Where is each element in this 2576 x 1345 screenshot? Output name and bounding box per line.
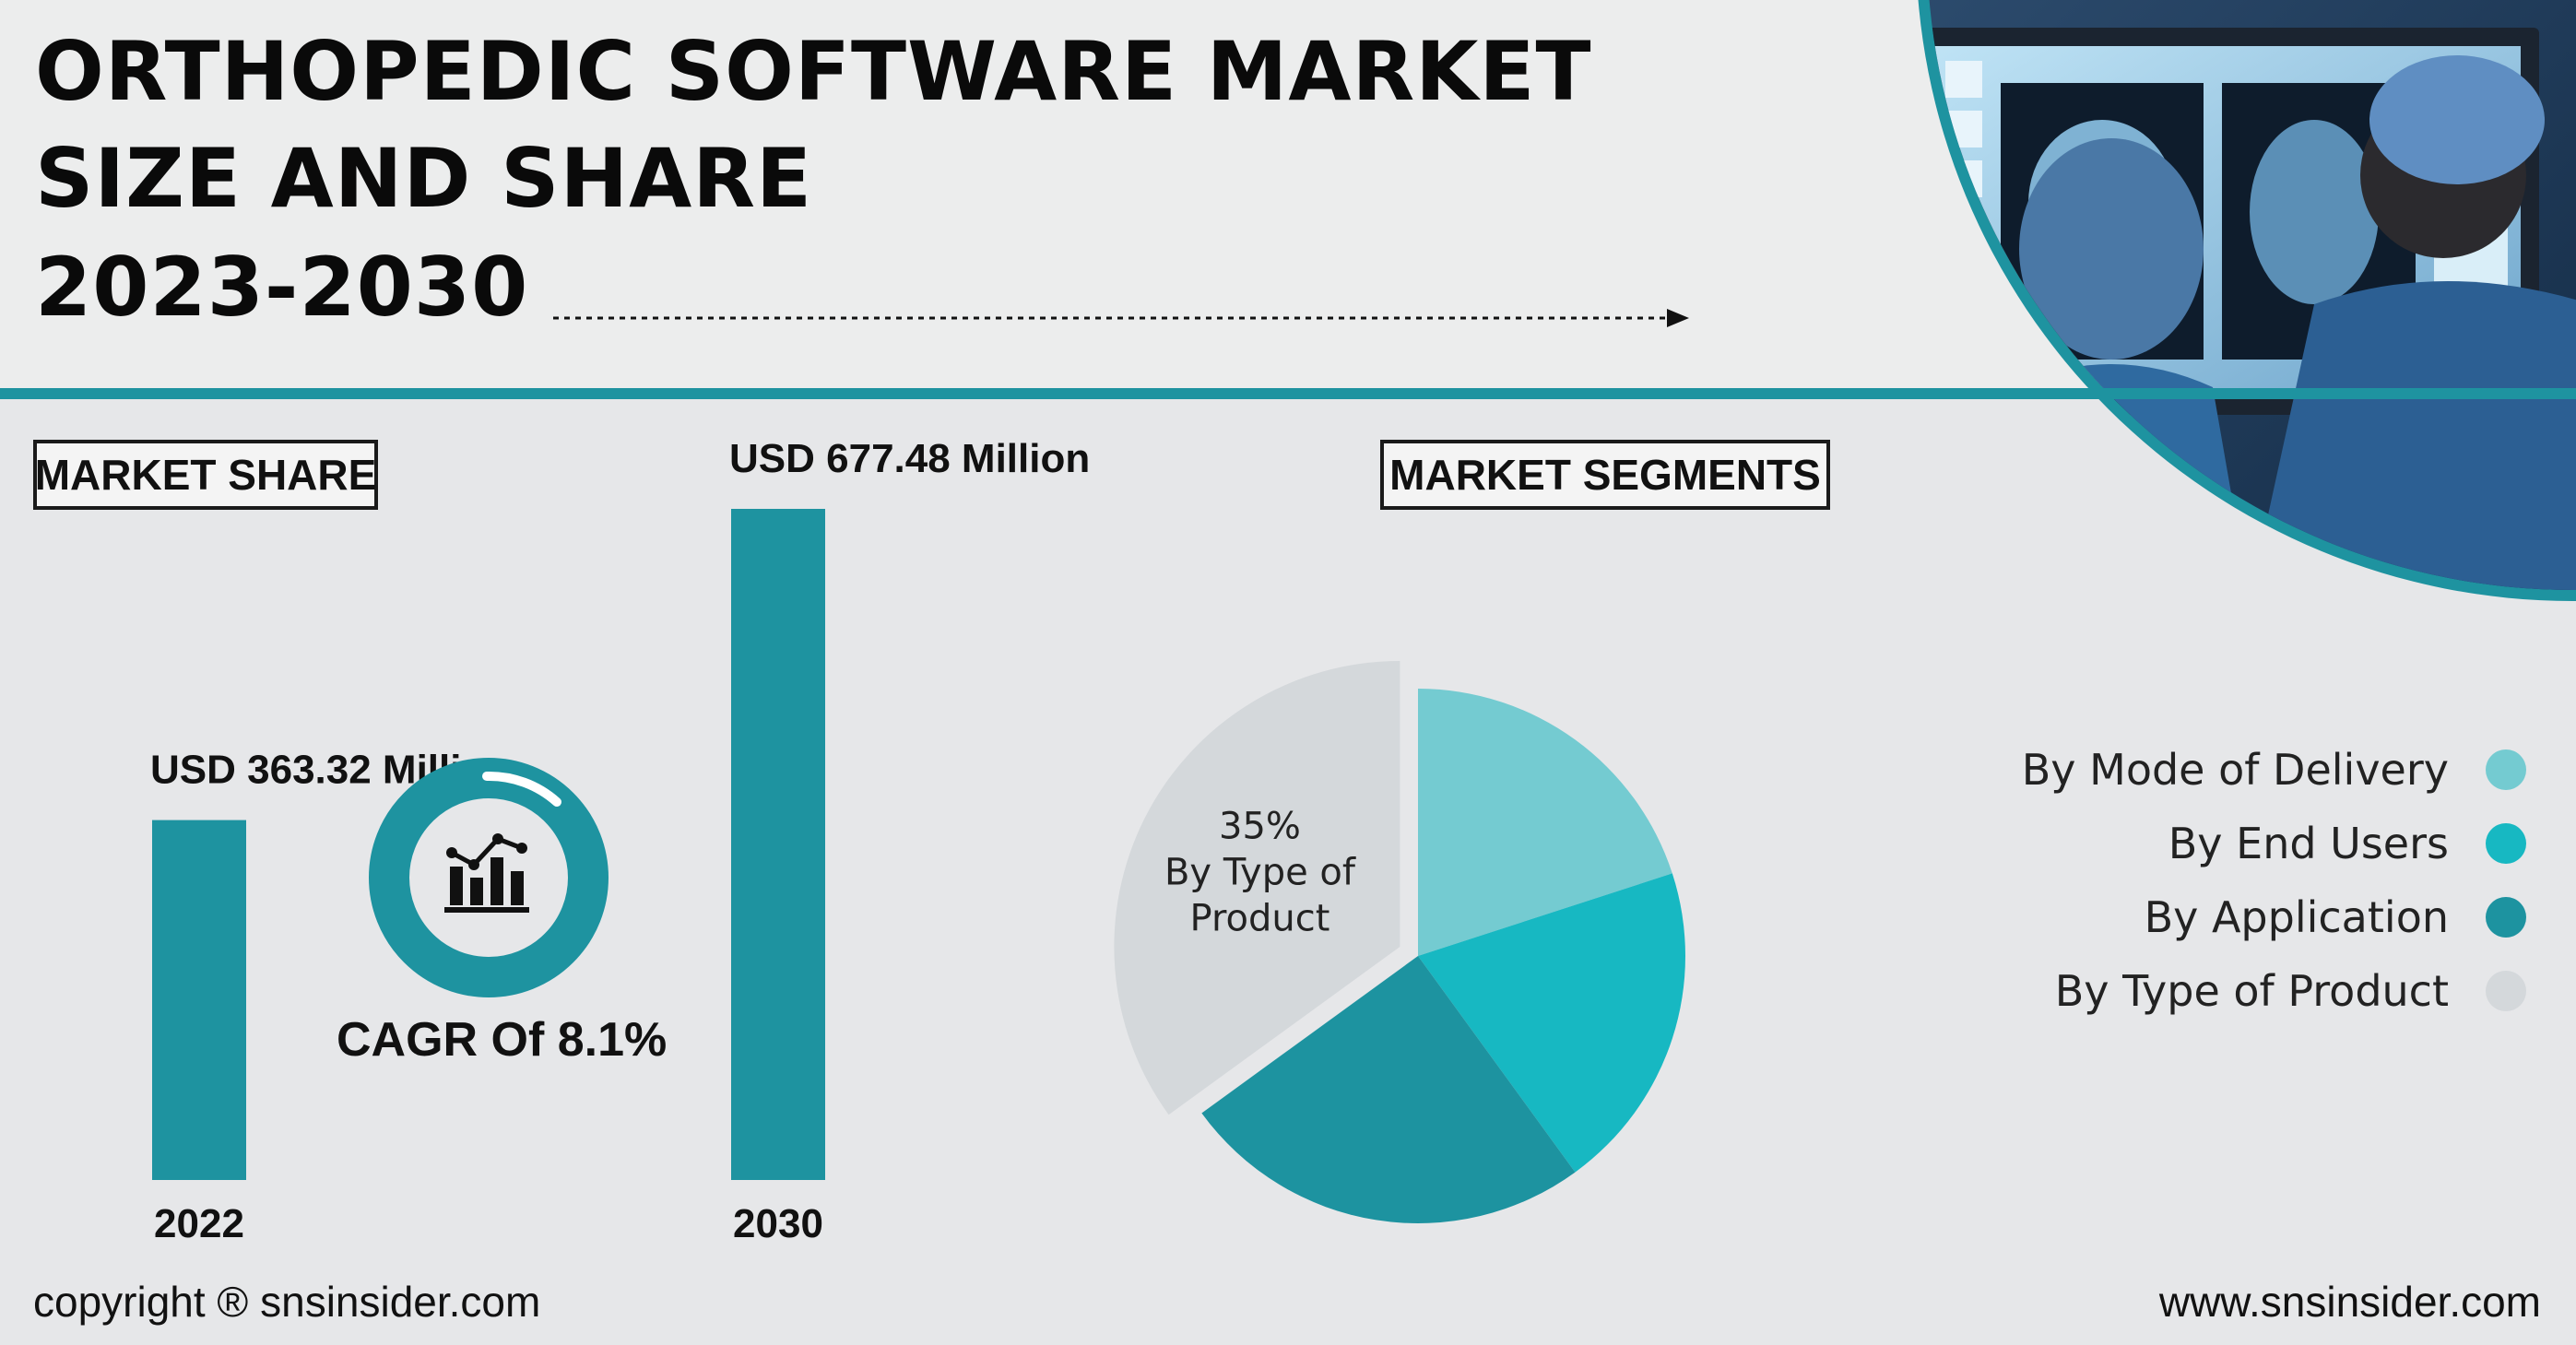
pie-slice-3 xyxy=(1201,956,1576,1223)
growth-chart-icon xyxy=(444,833,529,913)
legend-item: By Application xyxy=(2145,885,2526,950)
legend-swatch xyxy=(2486,749,2526,790)
bar-2030 xyxy=(731,509,825,1180)
pie-slice-1 xyxy=(1418,689,1672,956)
legend-item: By Mode of Delivery xyxy=(2022,737,2526,802)
legend-swatch xyxy=(2486,897,2526,938)
header-divider xyxy=(0,388,2576,399)
legend-swatch xyxy=(2486,971,2526,1011)
pie-slice-4 xyxy=(1114,661,1400,1115)
legend-item: By Type of Product xyxy=(2055,959,2526,1023)
copyright-text: copyright ® snsinsider.com xyxy=(33,1278,541,1326)
bar-category-label: 2022 xyxy=(154,1201,244,1246)
legend-swatch xyxy=(2486,823,2526,864)
pie-slice-2 xyxy=(1418,873,1685,1173)
page-title-line-2: SIZE AND SHARE xyxy=(35,131,813,226)
legend-label: By Application xyxy=(2144,892,2449,942)
cagr-label: CAGR Of 8.1% xyxy=(337,1013,668,1067)
page-title-line-1: ORTHOPEDIC SOFTWARE MARKET xyxy=(35,24,1592,119)
bar-value-label: USD 677.48 Million xyxy=(729,436,1090,481)
surgeons-photo xyxy=(1918,0,2576,601)
pie-slice-label: Product xyxy=(1190,898,1330,940)
bar-category-label: 2030 xyxy=(733,1201,823,1246)
legend-label: By Mode of Delivery xyxy=(2021,745,2449,795)
market-segments-label: MARKET SEGMENTS xyxy=(1380,440,1830,510)
legend-item: By End Users xyxy=(2168,811,2526,876)
market-share-label: MARKET SHARE xyxy=(33,440,378,510)
website-link[interactable]: www.snsinsider.com xyxy=(2158,1278,2541,1326)
cagr-ring-highlight xyxy=(482,771,561,807)
cagr-ring xyxy=(369,758,609,997)
bar-2022 xyxy=(152,820,246,1180)
legend-label: By End Users xyxy=(2168,819,2449,868)
legend-label: By Type of Product xyxy=(2054,966,2449,1016)
dotted-arrow xyxy=(553,309,1689,327)
pie-slice-label: By Type of xyxy=(1164,852,1356,894)
pie-slice-label: 35% xyxy=(1219,806,1301,848)
cagr-badge xyxy=(369,758,609,997)
page-title-line-3: 2023-2030 xyxy=(35,240,529,335)
